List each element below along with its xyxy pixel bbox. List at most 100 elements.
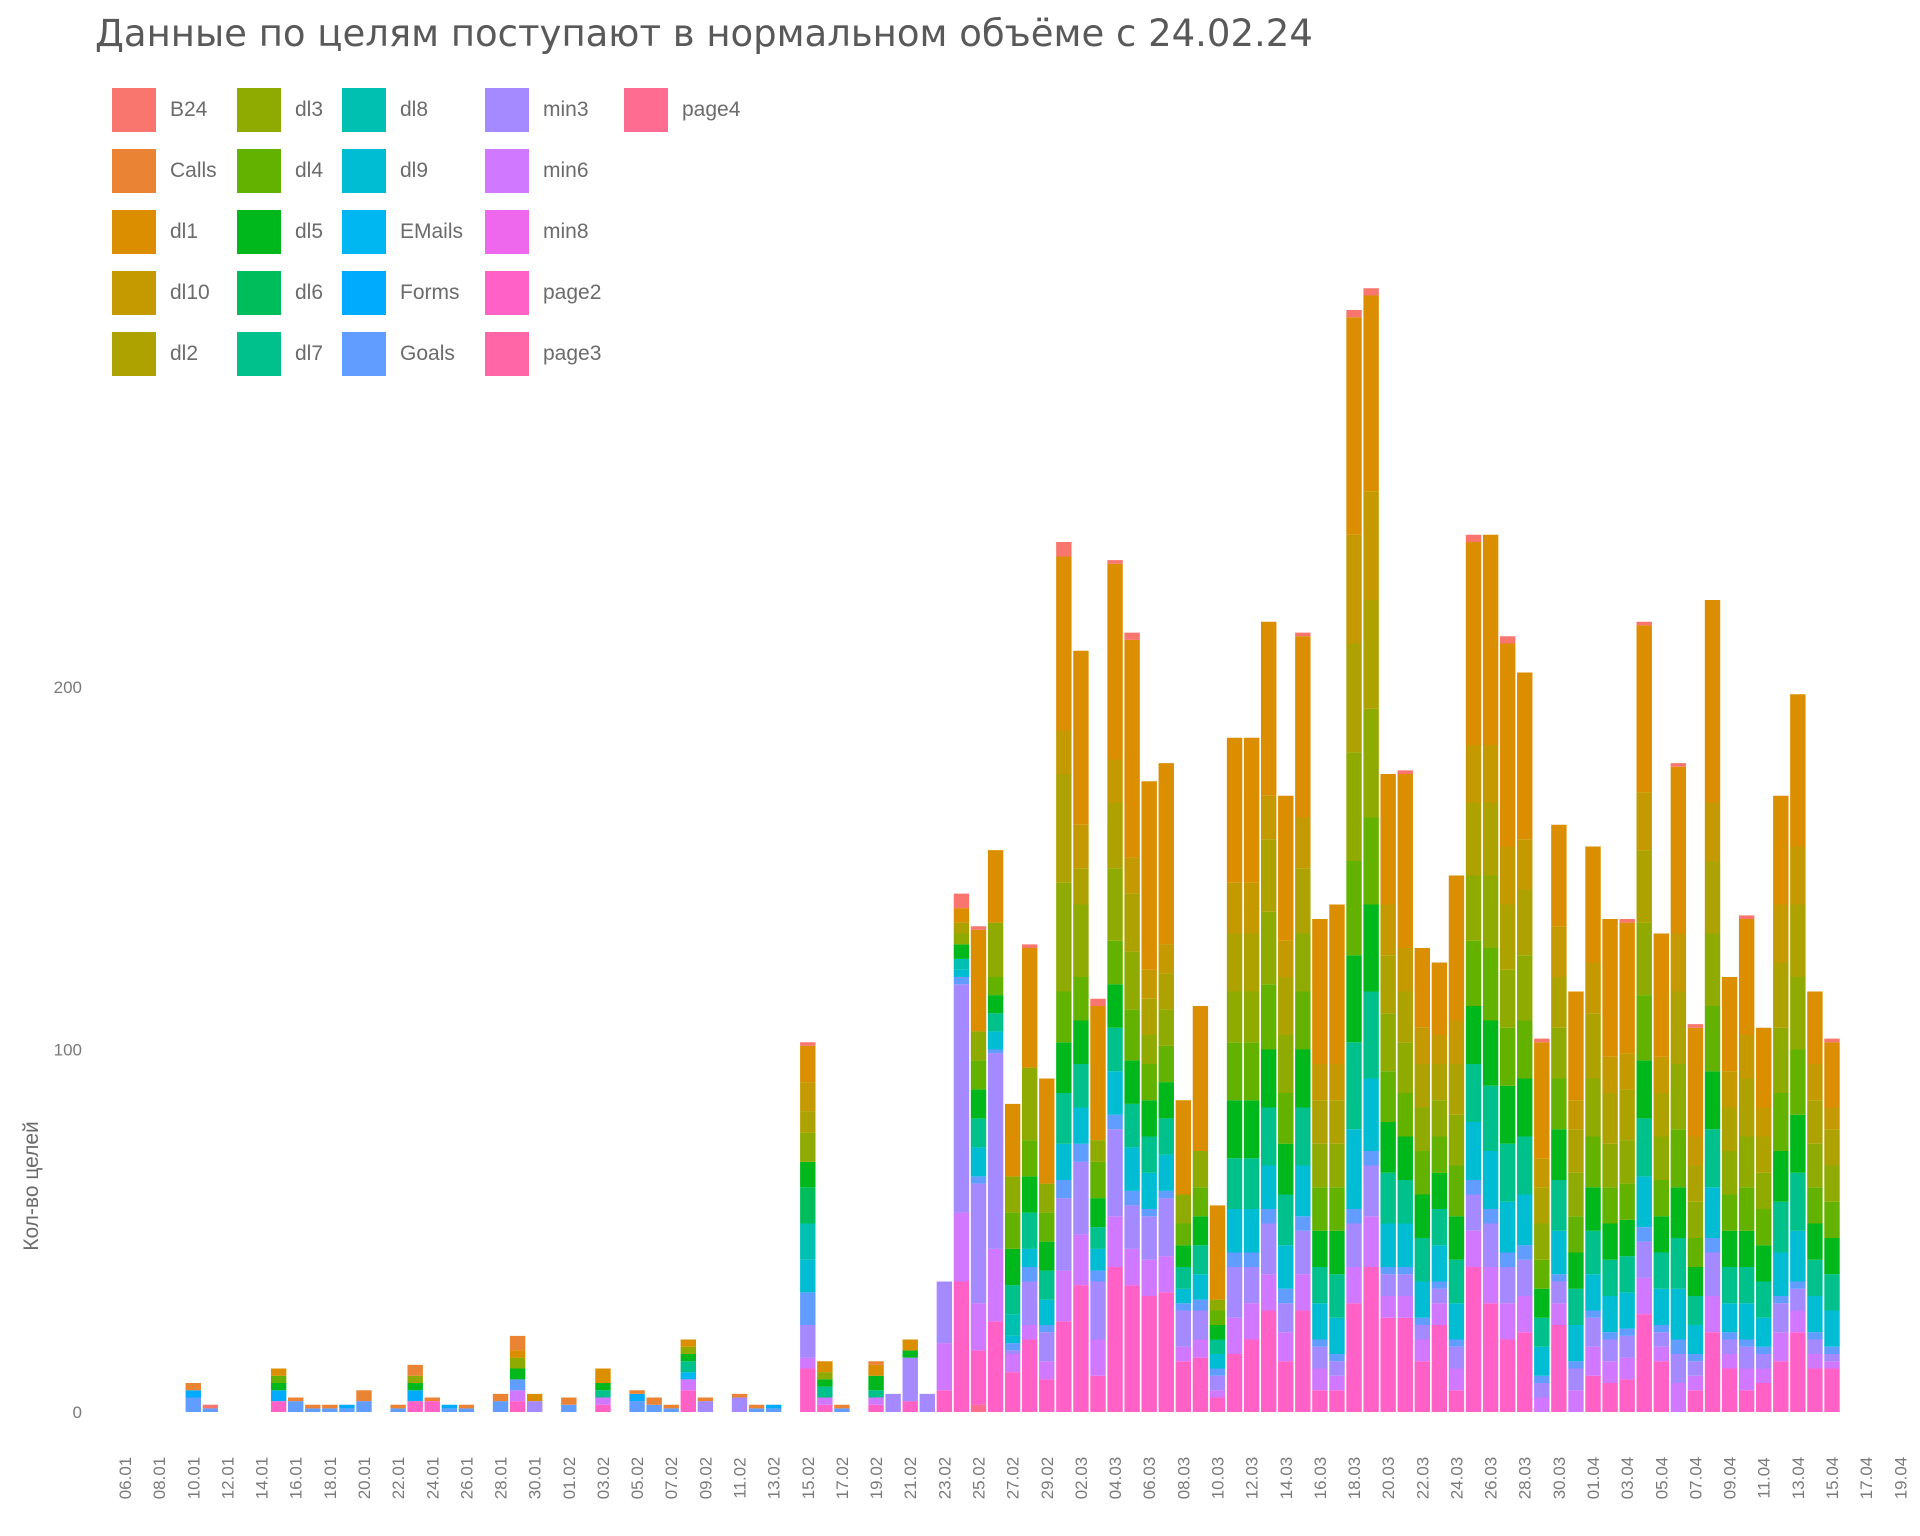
bar-segment-goals [1499, 1252, 1516, 1267]
x-tick-label: 29.02 [1038, 1457, 1057, 1500]
bar-segment-dl8 [953, 958, 970, 970]
legend-item-b24: B24 [112, 88, 207, 132]
x-tick-label: 24.01 [423, 1457, 442, 1500]
bar-segment-goals [1260, 1209, 1277, 1224]
bar-26.02 [987, 850, 1004, 1413]
bar-segment-b24 [1465, 534, 1482, 542]
bar-segment-dl5 [1175, 1245, 1192, 1267]
bar-segment-dl9 [1790, 1230, 1806, 1282]
bar-segment-dl2 [1312, 1100, 1328, 1144]
bar-segment-dl1 [1226, 737, 1243, 883]
bar-segment-b24 [800, 1042, 816, 1046]
x-tick-label: 05.02 [628, 1457, 647, 1500]
bar-10.04 [1738, 915, 1755, 1412]
bar-segment-dl1 [1073, 650, 1089, 825]
bar-segment-dl10 [1790, 846, 1806, 905]
bar-segment-dl4 [1653, 1180, 1669, 1217]
bar-segment-dl9 [1073, 1107, 1089, 1144]
bar-segment-dl9 [1551, 1230, 1567, 1275]
bar-segment-dl10 [1721, 1071, 1738, 1108]
bar-segment-dl4 [1380, 1071, 1396, 1122]
bar-segment-dl7 [1004, 1285, 1021, 1315]
bar-segment-dl7 [1039, 1270, 1055, 1300]
bar-segment-page2 [1482, 1303, 1499, 1412]
bar-segment-min3 [953, 984, 970, 1213]
bar-segment-min3 [1192, 1310, 1209, 1340]
bar-23.01 [407, 1364, 423, 1413]
chart-title: Данные по целям поступают в нормальном о… [95, 12, 1313, 55]
bar-segment-dl3 [407, 1375, 423, 1383]
bar-segment-dl2 [1278, 977, 1294, 1035]
bar-segment-dl9 [1124, 1147, 1140, 1191]
bar-segment-page2 [1619, 1379, 1635, 1413]
legend-swatch [237, 149, 281, 193]
bar-segment-dl3 [1363, 708, 1379, 818]
bar-segment-dl9 [1738, 1303, 1755, 1340]
bar-segment-dl3 [1551, 1027, 1567, 1079]
legend-item-min3: min3 [485, 88, 589, 132]
bar-segment-goals [1773, 1296, 1789, 1304]
bar-segment-goals [1192, 1299, 1209, 1311]
bar-segment-min6 [1346, 1267, 1362, 1304]
bar-segment-dl4 [1260, 984, 1277, 1050]
bar-segment-min3 [1260, 1223, 1277, 1275]
bar-segment-dl3 [1756, 1172, 1772, 1209]
bar-segment-min6 [1687, 1375, 1704, 1391]
bar-segment-dl1 [1551, 824, 1567, 927]
bar-segment-page2 [902, 1401, 918, 1413]
bar-segment-min6 [1653, 1346, 1669, 1362]
bar-segment-min6 [1397, 1296, 1413, 1318]
bar-segment-goals [305, 1408, 321, 1413]
bar-segment-dl7 [1056, 1093, 1072, 1144]
bar-segment-dl5 [800, 1161, 816, 1188]
bar-segment-min3 [1790, 1288, 1806, 1311]
bar-segment-dl7 [1141, 1136, 1157, 1173]
bar-segment-dl2 [1773, 962, 1789, 1028]
bar-segment-dl1 [953, 908, 970, 923]
bar-02.03 [1073, 650, 1089, 1413]
bar-06.02 [646, 1397, 662, 1412]
bar-segment-dl4 [1619, 1183, 1635, 1220]
bar-segment-page2 [1158, 1292, 1174, 1413]
bar-segment-dl2 [1568, 1129, 1584, 1173]
bar-22.03 [1414, 948, 1431, 1412]
bar-segment-min3 [1090, 1281, 1106, 1340]
legend-label: dl9 [400, 159, 429, 182]
legend-swatch [485, 210, 529, 254]
bar-21.03 [1397, 770, 1413, 1412]
bar-segment-dl3 [1636, 922, 1652, 996]
x-tick-label: 16.01 [287, 1457, 306, 1500]
bar-segment-dl3 [1209, 1299, 1226, 1311]
bar-segment-page2 [1124, 1285, 1140, 1413]
bar-segment-dl3 [1773, 1027, 1789, 1093]
legend-label: page2 [543, 281, 602, 304]
bar-segment-dl3 [1192, 1151, 1209, 1188]
bar-segment-dl3 [1397, 1042, 1413, 1093]
bar-segment-min6 [1158, 1256, 1174, 1293]
bar-segment-b24 [1670, 763, 1687, 767]
bar-segment-page2 [1517, 1332, 1533, 1412]
bar-04.04 [1636, 621, 1652, 1413]
bar-segment-dl3 [1175, 1194, 1192, 1224]
bar-segment-min6 [1790, 1310, 1806, 1333]
bar-segment-dl10 [1260, 795, 1277, 840]
bar-segment-dl2 [1465, 803, 1482, 876]
bar-segment-dl5 [1260, 1049, 1277, 1108]
bar-segment-dl9 [1107, 1071, 1123, 1115]
bar-segment-dl2 [1056, 774, 1072, 883]
bar-segment-min3 [936, 1281, 953, 1344]
bar-segment-dl5 [817, 1379, 833, 1387]
x-tick-label: 25.02 [970, 1457, 989, 1500]
bar-segment-min6 [1824, 1361, 1840, 1369]
bar-segment-min3 [731, 1397, 748, 1412]
bar-segment-calls [697, 1397, 714, 1402]
bar-segment-dl1 [1602, 919, 1618, 1057]
bar-segment-dl5 [1619, 1219, 1635, 1257]
bar-segment-b24 [1295, 632, 1311, 637]
bar-segment-calls [305, 1404, 321, 1409]
bar-segment-dl5 [1482, 1020, 1499, 1086]
bar-segment-dl3 [1482, 875, 1499, 948]
legend-item-min8: min8 [485, 210, 589, 254]
bar-segment-page2 [1499, 1339, 1516, 1412]
bar-segment-min3 [1209, 1375, 1226, 1391]
